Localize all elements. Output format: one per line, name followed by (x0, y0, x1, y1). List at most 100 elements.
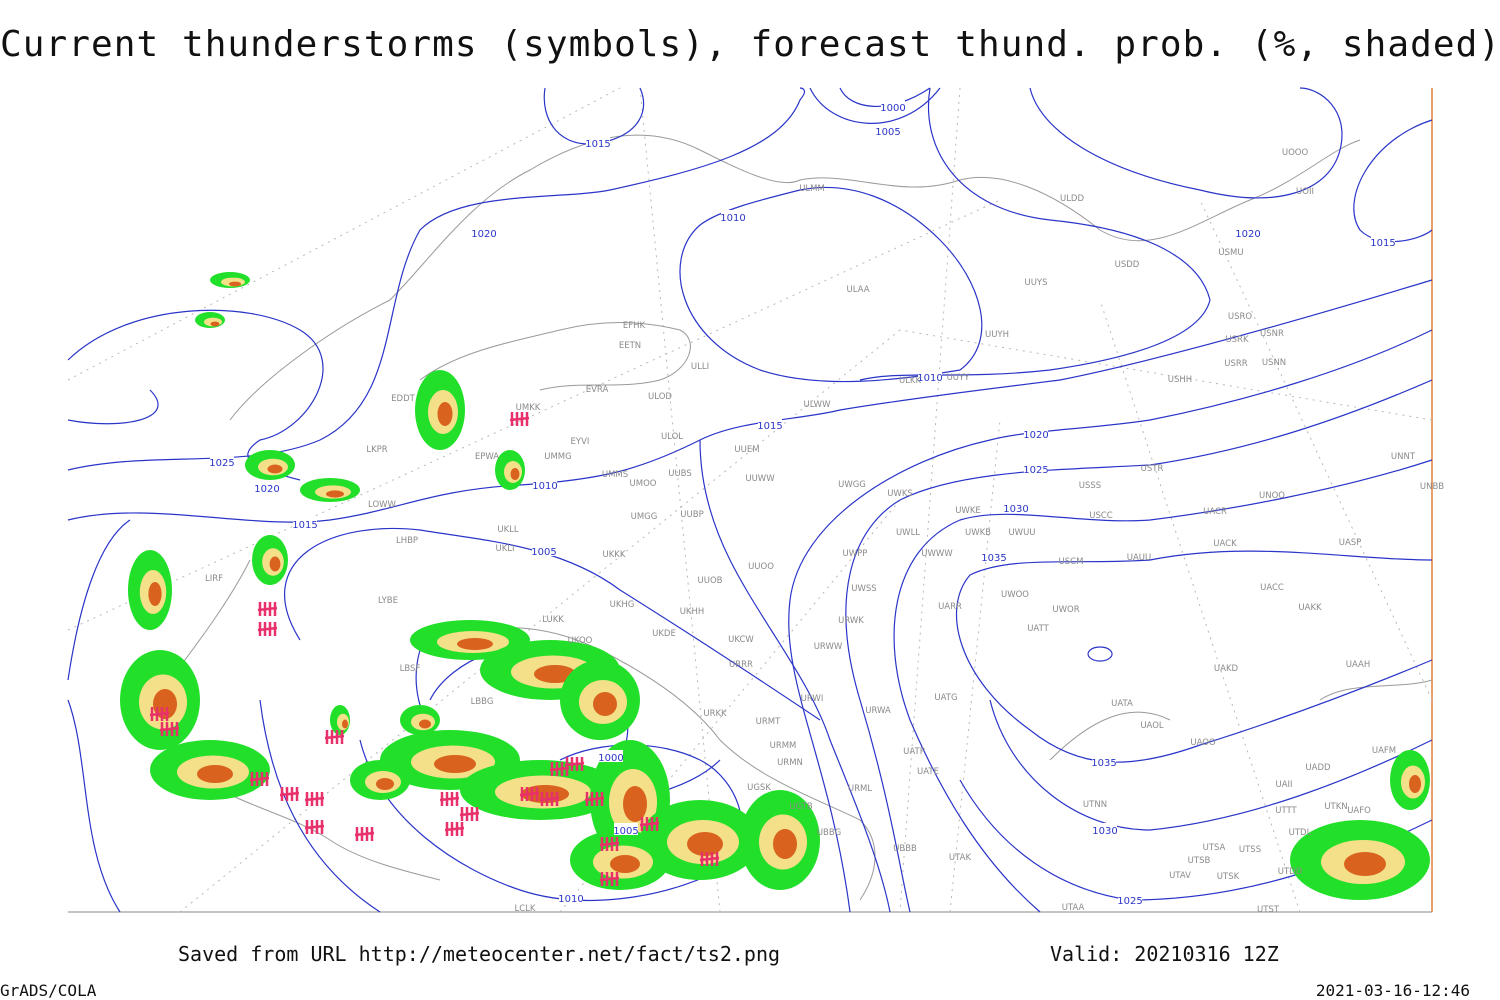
station-code: UWOR (1052, 605, 1079, 615)
station-code: UKDE (652, 629, 676, 639)
isobar-label-bg (472, 226, 496, 238)
isobar-label: 1030 (1092, 826, 1117, 837)
prob-area (773, 829, 797, 859)
prob-area (326, 490, 344, 498)
isobar-label: 1035 (981, 553, 1006, 564)
isobar-label-bg (1092, 755, 1116, 767)
storm-symbol (304, 820, 325, 834)
prob-area (148, 582, 162, 606)
isobar-label: 1010 (532, 481, 557, 492)
storm-symbol (149, 707, 170, 721)
station-code: UTSS (1239, 845, 1261, 855)
station-code: UGSK (747, 783, 771, 793)
storm-symbol (257, 602, 278, 616)
station-code: UTSB (1188, 856, 1211, 866)
storm-symbol (539, 792, 560, 806)
station-code: UKCW (728, 635, 754, 645)
station-code: LBSF (400, 664, 421, 674)
thunderstorm-symbols (149, 412, 720, 886)
isobar-label: 1020 (471, 229, 496, 240)
station-code: USRR (1224, 359, 1248, 369)
station-code: UNNT (1391, 452, 1416, 462)
storm-symbol (324, 730, 345, 744)
station-code: UWLL (896, 528, 920, 538)
station-code: UUBS (668, 469, 692, 479)
isobar-label-bg (599, 750, 623, 762)
station-code: LYBE (378, 596, 398, 606)
prob-area (269, 556, 281, 572)
station-code: UUWW (745, 474, 775, 484)
station-code: UMGG (631, 512, 658, 522)
prob-area (197, 765, 233, 783)
isobar-label-bg (614, 823, 638, 835)
prob-area (510, 468, 520, 480)
isobar-label: 1015 (757, 421, 782, 432)
isobar-label: 1015 (585, 139, 610, 150)
station-code: EVRA (586, 385, 609, 395)
map-frame (68, 88, 1433, 913)
storm-symbol (599, 872, 620, 886)
station-code: UUOO (748, 562, 774, 572)
station-code: UKLI (495, 544, 514, 554)
station-code: USRO (1228, 312, 1253, 322)
storm-symbol (564, 757, 585, 771)
station-code: ULWW (804, 400, 832, 410)
station-code: UAII (1275, 780, 1292, 790)
station-code: LIRF (205, 574, 223, 584)
station-code: EYVI (571, 437, 590, 447)
storm-symbol (584, 792, 605, 806)
storm-symbol (444, 822, 465, 836)
station-code: UGTB (789, 802, 813, 812)
isobar-label-bg (293, 517, 317, 529)
station-code: UUYY (947, 373, 971, 383)
isobar-label: 1005 (531, 547, 556, 558)
station-code: UAOO (1190, 738, 1216, 748)
station-code: URML (848, 784, 872, 794)
station-code: USMU (1218, 248, 1243, 258)
isobar-label: 1000 (880, 103, 905, 114)
station-code: LBBG (471, 697, 494, 707)
station-code: UUBP (680, 510, 703, 520)
isobar-label-bg (533, 478, 557, 490)
isobar-label: 1025 (1023, 465, 1048, 476)
station-code: LUKK (542, 615, 564, 625)
isobar-label-bg (1118, 893, 1142, 905)
station-code: UACC (1260, 583, 1284, 593)
isobar-label: 1005 (875, 127, 900, 138)
storm-symbol (459, 807, 480, 821)
storm-symbol (549, 762, 570, 776)
storm-symbol (159, 722, 180, 736)
isobar-label-bg (532, 544, 556, 556)
prob-area (687, 832, 723, 856)
storm-symbol (354, 827, 375, 841)
isobar-label: 1025 (1117, 896, 1142, 907)
station-code: USTR (1141, 464, 1164, 474)
isobar-label: 1005 (613, 826, 638, 837)
station-code: UKOO (568, 636, 593, 646)
isobar-label-bg (876, 124, 900, 136)
station-code: UAKD (1214, 664, 1239, 674)
isobar-label-bg (1093, 823, 1117, 835)
station-code: USDD (1115, 260, 1140, 270)
station-code: UADD (1305, 763, 1331, 773)
station-code: UWKE (955, 506, 981, 516)
map-labels: 1015 1000 1005 1020 1010 1020 1015 1010 1015 1020… (205, 100, 1444, 915)
station-code: UTAK (949, 853, 972, 863)
station-code: UMMG (544, 452, 571, 462)
isobar-label: 1025 (209, 458, 234, 469)
station-code: URWI (801, 694, 824, 704)
station-code: UATT (1027, 624, 1049, 634)
prob-area (1344, 852, 1386, 876)
prob-area (229, 281, 241, 287)
station-code: UTDD (1278, 867, 1303, 877)
prob-area (457, 638, 493, 650)
station-code: EDDT (391, 394, 415, 404)
station-code: EETN (619, 341, 641, 351)
station-code: LOWW (368, 500, 397, 510)
station-code: UUYH (985, 330, 1009, 340)
station-code: ULAA (846, 285, 869, 295)
station-code: LKPR (366, 445, 387, 455)
station-code: USNN (1262, 358, 1286, 368)
isobar-label-bg (721, 210, 745, 222)
